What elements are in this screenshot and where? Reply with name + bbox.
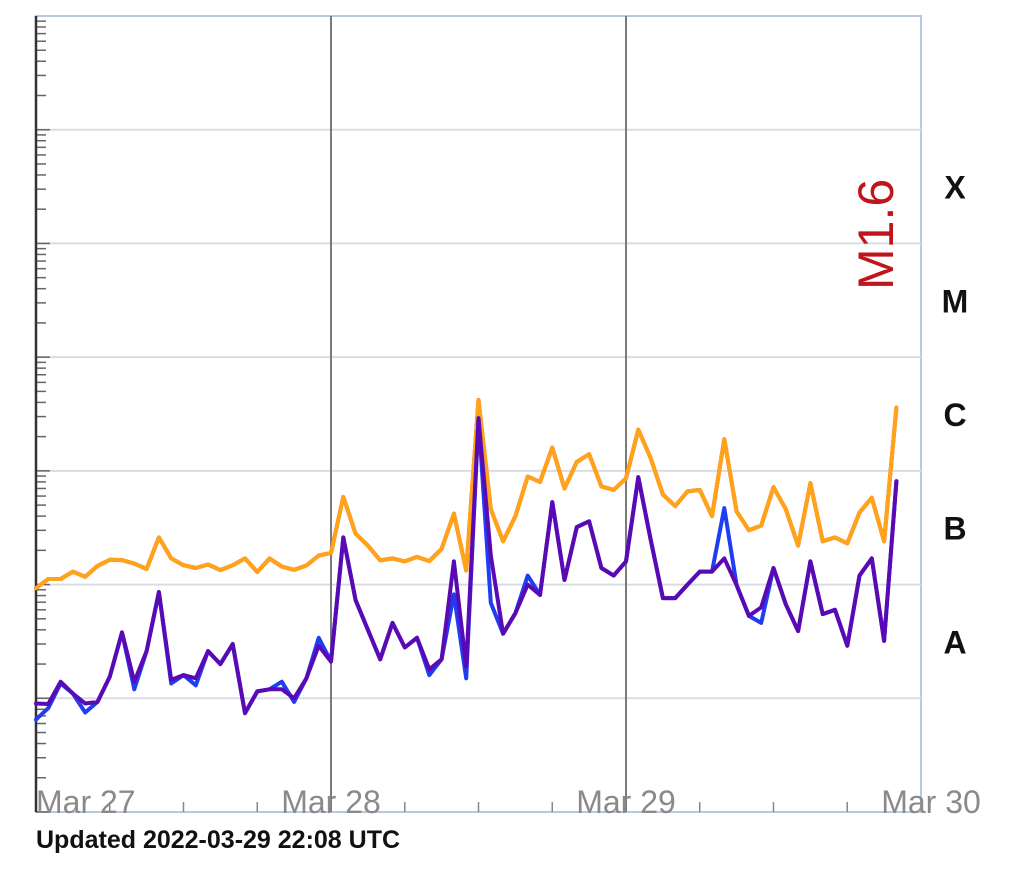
x-tick-label: Mar 30 [881, 784, 981, 820]
flare-class-label: C [943, 397, 966, 433]
flare-class-label: M [942, 283, 969, 319]
x-tick-label: Mar 27 [36, 784, 136, 820]
series-layer [34, 398, 899, 722]
flare-class-label: X [944, 170, 966, 206]
flare-class-label: B [943, 511, 966, 547]
flare-class-label: A [943, 624, 966, 660]
flare-annotation: M1.6 [848, 179, 904, 290]
series-line-3 [34, 416, 899, 716]
x-tick-label: Mar 29 [576, 784, 676, 820]
axis-ticks [34, 16, 848, 813]
x-tick-label: Mar 28 [281, 784, 381, 820]
gridlines [36, 16, 921, 812]
updated-timestamp: Updated 2022-03-29 22:08 UTC [36, 826, 401, 854]
axis-labels: Mar 27 Mar 28 Mar 29 Mar 30 A B C M X M1.6 [36, 170, 981, 820]
series-line-1 [34, 398, 899, 591]
